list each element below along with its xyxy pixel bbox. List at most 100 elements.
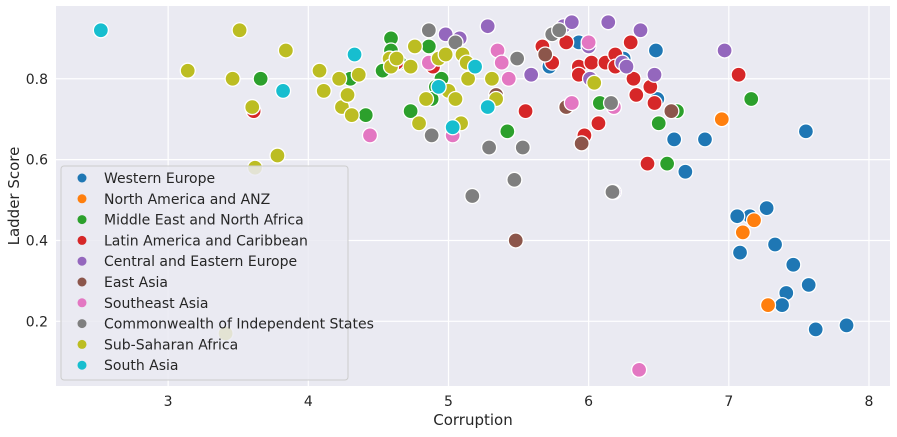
legend-marker [77, 319, 87, 329]
data-point [224, 70, 241, 87]
data-point [696, 131, 714, 148]
legend-label: Latin America and Caribbean [104, 233, 308, 249]
data-point [583, 54, 600, 71]
data-point [797, 123, 815, 140]
legend-marker [77, 360, 87, 370]
y-tick-label: 0.4 [26, 233, 48, 249]
data-point [423, 127, 440, 144]
legend-label: Central and Eastern Europe [104, 254, 297, 270]
data-point [480, 139, 498, 156]
legend-marker [77, 256, 87, 266]
legend: Western Europe North America and ANZ Middl… [60, 165, 374, 381]
data-point [650, 115, 667, 132]
data-point [646, 94, 663, 112]
data-point [663, 102, 680, 120]
data-point [483, 70, 501, 87]
data-point [343, 106, 360, 124]
data-point [551, 22, 568, 39]
legend-marker [77, 215, 87, 225]
data-point [244, 98, 261, 116]
data-point [558, 34, 575, 51]
data-point [730, 66, 747, 83]
data-point [466, 58, 484, 75]
data-point [361, 127, 379, 144]
data-point [729, 208, 746, 225]
data-point [231, 22, 248, 39]
data-point [499, 123, 516, 140]
data-point [417, 90, 435, 108]
data-point [766, 236, 784, 253]
data-point [252, 70, 269, 87]
data-point [269, 147, 286, 164]
data-point [731, 244, 749, 261]
legend-label: South Asia [104, 358, 178, 374]
data-point [447, 34, 464, 51]
data-point [647, 42, 665, 59]
data-point [517, 102, 534, 120]
data-point [677, 163, 694, 180]
data-point [330, 70, 348, 87]
data-point [410, 115, 428, 132]
data-point [580, 34, 597, 51]
data-point [745, 212, 763, 229]
data-point [388, 50, 405, 67]
data-point [459, 70, 477, 87]
data-point [563, 14, 580, 31]
data-point [600, 14, 617, 31]
x-tick-labels: 3 4 5 6 7 8 [164, 394, 874, 410]
y-tick-label: 0.2 [26, 314, 48, 330]
data-point [590, 115, 607, 132]
x-tick-label: 7 [724, 394, 733, 410]
legend-label: Western Europe [104, 171, 215, 187]
data-point [632, 22, 649, 39]
legend-marker [77, 277, 87, 287]
x-tick-label: 5 [444, 394, 453, 410]
y-tick-label: 0.6 [26, 153, 48, 169]
data-point [509, 50, 526, 67]
legend-marker [77, 235, 87, 245]
x-tick-label: 4 [304, 394, 313, 410]
data-point [406, 38, 423, 55]
legend-marker [77, 173, 87, 183]
data-points [92, 14, 855, 378]
data-point [563, 94, 580, 112]
data-point [506, 171, 523, 188]
data-point [604, 183, 621, 201]
data-point [537, 46, 554, 63]
legend-label: Middle East and North Africa [104, 213, 304, 229]
data-point [315, 82, 332, 100]
data-point [339, 86, 356, 104]
data-point [493, 54, 510, 71]
data-point [743, 90, 760, 108]
data-point [734, 224, 751, 241]
legend-label: Southeast Asia [104, 296, 208, 312]
data-point [277, 42, 295, 59]
data-point [514, 139, 531, 156]
data-point [628, 86, 645, 104]
legend-label: East Asia [104, 275, 168, 291]
data-point [716, 42, 733, 59]
y-tick-labels: 0.2 0.4 0.6 0.8 [26, 72, 48, 331]
data-point [586, 74, 603, 91]
data-point [618, 58, 635, 75]
data-point [437, 46, 454, 63]
x-axis-label: Corruption [433, 411, 512, 429]
data-point [420, 22, 437, 39]
data-point [658, 155, 676, 172]
data-point [357, 106, 374, 124]
data-point [639, 155, 656, 172]
data-point [713, 111, 730, 128]
data-point [420, 38, 437, 55]
legend-marker [77, 194, 87, 204]
data-point [573, 135, 590, 152]
data-point [773, 296, 791, 314]
data-point [838, 317, 855, 334]
data-point [622, 34, 639, 51]
data-point [665, 131, 683, 148]
data-point [350, 66, 367, 83]
y-tick-label: 0.8 [26, 72, 48, 88]
data-point [800, 276, 817, 294]
data-point [274, 82, 292, 100]
data-point [758, 199, 775, 217]
